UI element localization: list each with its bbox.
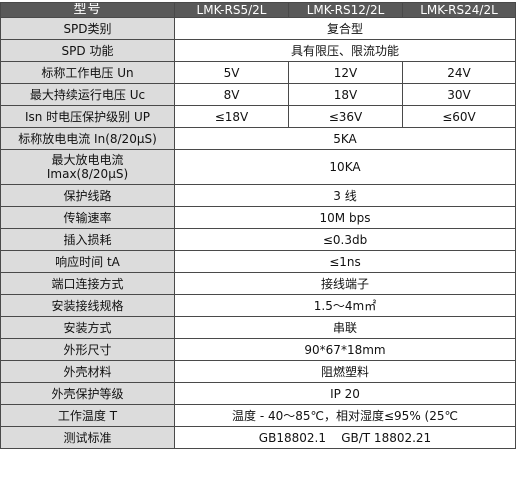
- table-row: SPD 功能 具有限压、限流功能: [0, 39, 516, 62]
- protection-level-rs5: ≤18V: [174, 105, 289, 128]
- port-connection-value: 接线端子: [174, 272, 516, 295]
- install-method-value: 串联: [174, 316, 516, 339]
- table-row: SPD类别 复合型: [0, 17, 516, 40]
- test-standard-label: 测试标准: [0, 426, 175, 449]
- shell-protection-label: 外壳保护等级: [0, 382, 175, 405]
- spd-function-value: 具有限压、限流功能: [174, 39, 516, 62]
- transfer-rate-value: 10M bps: [174, 206, 516, 229]
- table-row: 传输速率 10M bps: [0, 206, 516, 229]
- port-connection-label: 端口连接方式: [0, 272, 175, 295]
- max-current-label-line2: Imax(8/20μS): [46, 167, 129, 181]
- spec-table: 型号 LMK-RS5/2L LMK-RS12/2L LMK-RS24/2L SP…: [0, 2, 516, 449]
- table-row: 保护线路 3 线: [0, 184, 516, 207]
- max-voltage-rs5: 8V: [174, 83, 289, 106]
- header-row: 型号 LMK-RS5/2L LMK-RS12/2L LMK-RS24/2L: [0, 2, 516, 18]
- protection-level-rs24: ≤60V: [402, 105, 516, 128]
- table-row: 外壳保护等级 IP 20: [0, 382, 516, 405]
- wire-spec-value: 1.5～4m㎡: [174, 294, 516, 317]
- transfer-rate-label: 传输速率: [0, 206, 175, 229]
- model-header: 型号: [0, 2, 175, 18]
- spd-function-label: SPD 功能: [0, 39, 175, 62]
- protected-lines-value: 3 线: [174, 184, 516, 207]
- wire-spec-label: 安装接线规格: [0, 294, 175, 317]
- dimensions-value: 90*67*18mm: [174, 338, 516, 361]
- table-row: 最大持续运行电压 Uc 8V 18V 30V: [0, 83, 516, 106]
- rated-voltage-rs24: 24V: [402, 61, 516, 84]
- dimensions-label: 外形尺寸: [0, 338, 175, 361]
- table-row: Isn 时电压保护级别 UP ≤18V ≤36V ≤60V: [0, 105, 516, 128]
- response-time-label: 响应时间 tA: [0, 250, 175, 273]
- model-rs5-header: LMK-RS5/2L: [174, 2, 289, 18]
- response-time-value: ≤1ns: [174, 250, 516, 273]
- protection-level-label: Isn 时电压保护级别 UP: [0, 105, 175, 128]
- shell-material-value: 阻燃塑料: [174, 360, 516, 383]
- spec-sheet: 型号 LMK-RS5/2L LMK-RS12/2L LMK-RS24/2L SP…: [0, 2, 516, 449]
- table-row: 工作温度 T 温度 - 40～85℃，相对湿度≤95% (25℃: [0, 404, 516, 427]
- spd-type-label: SPD类别: [0, 17, 175, 40]
- model-rs12-header: LMK-RS12/2L: [288, 2, 403, 18]
- model-rs24-header: LMK-RS24/2L: [402, 2, 516, 18]
- table-row: 标称工作电压 Un 5V 12V 24V: [0, 61, 516, 84]
- protection-level-rs12: ≤36V: [288, 105, 403, 128]
- test-standard-value: GB18802.1 GB/T 18802.21: [174, 426, 516, 449]
- table-row: 端口连接方式 接线端子: [0, 272, 516, 295]
- nominal-current-label: 标称放电电流 In(8/20μS): [0, 127, 175, 150]
- rated-voltage-rs12: 12V: [288, 61, 403, 84]
- table-row: 最大放电电流 Imax(8/20μS) 10KA: [0, 149, 516, 185]
- table-row: 响应时间 tA ≤1ns: [0, 250, 516, 273]
- max-voltage-label: 最大持续运行电压 Uc: [0, 83, 175, 106]
- shell-protection-value: IP 20: [174, 382, 516, 405]
- table-row: 标称放电电流 In(8/20μS) 5KA: [0, 127, 516, 150]
- spd-type-value: 复合型: [174, 17, 516, 40]
- max-current-label: 最大放电电流 Imax(8/20μS): [0, 149, 175, 185]
- max-voltage-rs12: 18V: [288, 83, 403, 106]
- install-method-label: 安装方式: [0, 316, 175, 339]
- table-row: 安装接线规格 1.5～4m㎡: [0, 294, 516, 317]
- table-row: 插入损耗 ≤0.3db: [0, 228, 516, 251]
- max-voltage-rs24: 30V: [402, 83, 516, 106]
- shell-material-label: 外壳材料: [0, 360, 175, 383]
- operating-temp-value: 温度 - 40～85℃，相对湿度≤95% (25℃: [174, 404, 516, 427]
- rated-voltage-rs5: 5V: [174, 61, 289, 84]
- table-row: 外壳材料 阻燃塑料: [0, 360, 516, 383]
- rated-voltage-label: 标称工作电压 Un: [0, 61, 175, 84]
- operating-temp-label: 工作温度 T: [0, 404, 175, 427]
- protected-lines-label: 保护线路: [0, 184, 175, 207]
- insertion-loss-value: ≤0.3db: [174, 228, 516, 251]
- max-current-label-line1: 最大放电电流: [51, 153, 124, 167]
- table-row: 安装方式 串联: [0, 316, 516, 339]
- table-row: 测试标准 GB18802.1 GB/T 18802.21: [0, 426, 516, 449]
- max-current-value: 10KA: [174, 149, 516, 185]
- table-row: 外形尺寸 90*67*18mm: [0, 338, 516, 361]
- nominal-current-value: 5KA: [174, 127, 516, 150]
- insertion-loss-label: 插入损耗: [0, 228, 175, 251]
